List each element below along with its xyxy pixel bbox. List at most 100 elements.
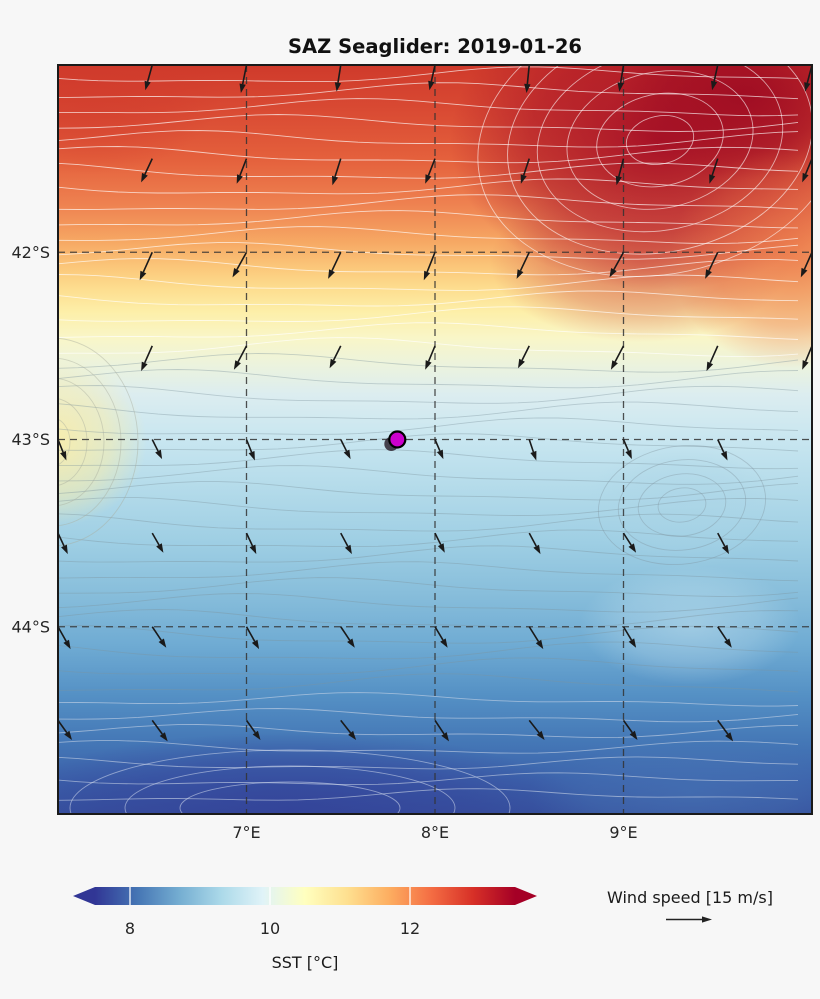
- wind-arrow-head: [440, 638, 448, 648]
- wind-arrow-shaft: [434, 532, 442, 546]
- wind-arrow-head: [343, 449, 351, 460]
- wind-arrow-head: [609, 268, 617, 278]
- contour-line: [58, 740, 799, 754]
- wind-arrow-head: [348, 730, 357, 740]
- wind-arrow-head: [159, 732, 168, 742]
- wind-arrow-head: [428, 80, 435, 91]
- plot-title: SAZ Seaglider: 2019-01-26: [288, 35, 582, 58]
- wind-arrow-head: [64, 730, 72, 740]
- contour-line: [58, 529, 799, 548]
- wind-arrow-head: [252, 730, 261, 740]
- wind-arrow-head: [705, 269, 712, 279]
- wind-arrow-head: [709, 174, 716, 184]
- wind-arrow-head: [334, 82, 342, 92]
- wind-arrow-shaft: [619, 65, 625, 83]
- wind-arrow-head: [725, 732, 734, 742]
- wind-arrow-head: [332, 175, 339, 186]
- wind-arrow-head: [232, 268, 240, 278]
- contour-line: [58, 401, 799, 420]
- wind-arrow-shaft: [709, 345, 719, 364]
- contour-line: [58, 673, 799, 693]
- wind-arrow-head: [60, 451, 67, 461]
- wind-arrow-head: [802, 360, 809, 370]
- contour-line: [58, 178, 799, 195]
- contour-line: [58, 385, 799, 404]
- colorbar-label: SST [°C]: [272, 953, 339, 972]
- contour-line: [58, 545, 799, 563]
- wind-arrow-head: [155, 449, 163, 460]
- wind-arrow-head: [800, 267, 808, 278]
- y-tick-label: 42°S: [11, 243, 50, 262]
- wind-arrow-shaft: [340, 719, 352, 734]
- wind-arrow-shaft: [614, 345, 625, 363]
- contour-ring: [617, 459, 747, 551]
- wind-arrow-head: [436, 449, 444, 460]
- colorbar-tick-label: 8: [125, 919, 135, 938]
- wind-arrow-head: [520, 174, 527, 184]
- colorbar-bar: [73, 887, 537, 905]
- colorbar-ticks: 8 10 12: [125, 887, 420, 938]
- wind-arrow-shaft: [434, 719, 445, 735]
- contour-ring: [597, 444, 767, 566]
- wind-arrow-head: [141, 361, 148, 372]
- sst-anomaly-blob: [530, 732, 812, 814]
- wind-arrow-shaft: [427, 345, 436, 362]
- wind-arrow-head: [425, 174, 432, 184]
- wind-arrow-shaft: [151, 719, 163, 735]
- colorbar: 8 10 12 SST [°C]: [73, 887, 537, 972]
- wind-arrow-shaft: [717, 719, 729, 735]
- wind-arrow-shaft: [245, 439, 253, 453]
- wind-arrow-head: [344, 544, 352, 555]
- wind-arrow-head: [804, 82, 811, 92]
- contour-ring: [124, 765, 456, 814]
- contour-ring: [625, 115, 695, 165]
- wind-arrow-shaft: [717, 532, 726, 547]
- wind-arrow-shaft: [58, 719, 68, 734]
- contour-line: [58, 114, 799, 132]
- contour-line: [58, 593, 799, 613]
- wind-arrow-shaft: [58, 626, 67, 642]
- wind-arrow-head: [441, 732, 449, 742]
- contour-line: [58, 577, 799, 597]
- wind-arrow-head: [251, 639, 260, 650]
- contour-line: [58, 417, 799, 435]
- wind-arrow-head: [328, 269, 335, 279]
- wind-arrow-head: [239, 83, 246, 93]
- wind-arrow-head: [628, 638, 637, 648]
- wind-arrow-head: [63, 639, 71, 650]
- contour-line: [58, 82, 799, 100]
- wind-arrow-head: [158, 638, 167, 648]
- sst-contour-lines: [58, 82, 799, 814]
- wind-arrow-shaft: [143, 345, 153, 364]
- wind-arrow-shaft: [334, 158, 342, 177]
- contour-line: [58, 561, 799, 582]
- wind-arrow-head: [536, 730, 545, 740]
- wind-arrow-shaft: [528, 719, 540, 734]
- contour-ring: [58, 357, 122, 527]
- contour-line: [58, 369, 799, 389]
- wind-arrow-head: [144, 80, 151, 91]
- wind-arrow-shaft: [426, 251, 436, 273]
- wind-arrow-shaft: [331, 251, 342, 272]
- wind-arrow-shaft: [528, 626, 540, 642]
- wind-arrow-shaft: [245, 532, 254, 547]
- wind-arrow-head: [524, 83, 531, 93]
- contour-line: [58, 98, 799, 117]
- wind-arrow-head: [617, 82, 624, 92]
- contour-line: [58, 433, 799, 452]
- contour-ring: [596, 92, 724, 188]
- wind-arrow-shaft: [622, 626, 633, 641]
- x-tick-label: 8°E: [421, 823, 449, 842]
- wind-arrow-shaft: [340, 532, 349, 547]
- wind-arrow-head: [724, 638, 732, 648]
- contour-line: [58, 657, 799, 675]
- wind-speed-key-label: Wind speed [15 m/s]: [607, 888, 773, 907]
- contour-ring: [69, 749, 511, 814]
- wind-arrow-shaft: [151, 532, 160, 546]
- wind-arrow-head: [610, 360, 618, 370]
- wind-arrow-head: [533, 544, 541, 555]
- wind-arrow-head: [628, 543, 637, 553]
- wind-arrow-shaft: [151, 626, 162, 641]
- wind-arrow-head: [530, 450, 537, 461]
